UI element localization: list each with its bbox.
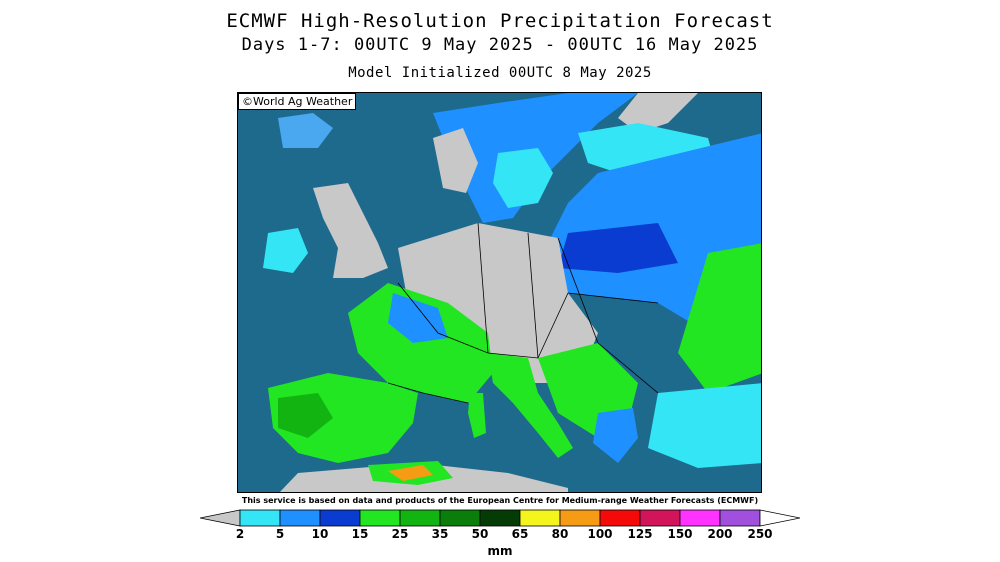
precipitation-map: ©World Ag Weather [237, 92, 762, 493]
country-borders [387, 222, 659, 404]
legend-swatch [719, 509, 761, 527]
land-central-europe [398, 223, 598, 383]
legend-swatch [279, 509, 321, 527]
legend-tick-label: 80 [551, 527, 569, 541]
legend-tick-label: 200 [707, 527, 733, 541]
legend-swatch [319, 509, 361, 527]
land-turkey [648, 383, 761, 468]
legend-swatch [239, 509, 281, 527]
legend-tick-label: 25 [391, 527, 409, 541]
legend-tick-label: 15 [351, 527, 369, 541]
legend-tick-label: 150 [667, 527, 693, 541]
legend-arrow-low [200, 509, 241, 527]
legend-ticks: 2 5 10 15 25 35 50 65 80 100 125 150 200 250 [0, 527, 1000, 543]
legend-swatch [679, 509, 721, 527]
legend-swatch [599, 509, 641, 527]
land-sweden-light [493, 148, 553, 208]
land-russia-dark [558, 223, 678, 273]
land-iberia-dark [278, 393, 333, 438]
forecast-period: Days 1-7: 00UTC 9 May 2025 - 00UTC 16 Ma… [241, 35, 759, 55]
legend-tick-label: 2 [235, 527, 245, 541]
land-ireland [263, 228, 308, 273]
land-corsica-sardinia [468, 393, 486, 438]
ecmwf-disclaimer: This service is based on data and produc… [241, 496, 759, 505]
land-norway-dry [433, 128, 478, 193]
legend-swatch [359, 509, 401, 527]
legend-tick-label: 10 [311, 527, 329, 541]
land-algeria-heavy [388, 465, 433, 481]
legend-tick-label: 5 [275, 527, 285, 541]
legend-tick-label: 100 [587, 527, 613, 541]
legend-tick-label: 250 [747, 527, 773, 541]
land-greece [593, 408, 638, 463]
legend-swatch [559, 509, 601, 527]
land-france [348, 283, 493, 403]
legend-swatch [519, 509, 561, 527]
legend-unit: mm [487, 544, 513, 558]
legend-swatch [479, 509, 521, 527]
land-france-blue [388, 293, 448, 343]
map-credit: ©World Ag Weather [238, 93, 357, 110]
land-italy [488, 353, 573, 458]
legend-tick-label: 50 [471, 527, 489, 541]
model-init: Model Initialized 00UTC 8 May 2025 [348, 65, 652, 81]
legend-tick-label: 65 [511, 527, 529, 541]
legend-tick-label: 125 [627, 527, 653, 541]
legend-swatch [399, 509, 441, 527]
legend-swatch [639, 509, 681, 527]
legend-arrow-high [759, 509, 800, 527]
land-uk [313, 183, 388, 278]
map-title: ECMWF High-Resolution Precipitation Fore… [226, 10, 774, 32]
color-legend [200, 509, 800, 527]
legend-tick-label: 35 [431, 527, 449, 541]
legend-swatch [439, 509, 481, 527]
land-east-green [678, 243, 761, 393]
land-iceland [278, 113, 333, 148]
